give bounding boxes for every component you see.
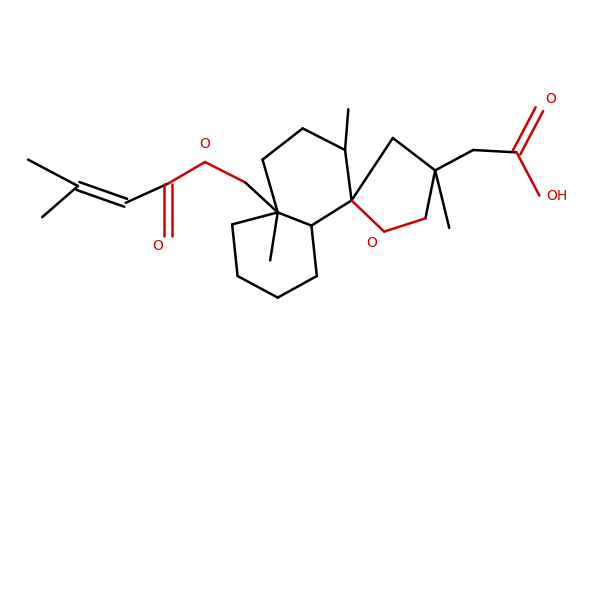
Text: OH: OH xyxy=(547,188,568,203)
Text: O: O xyxy=(366,236,377,250)
Text: O: O xyxy=(200,137,211,151)
Text: O: O xyxy=(545,92,556,106)
Text: O: O xyxy=(152,239,163,253)
